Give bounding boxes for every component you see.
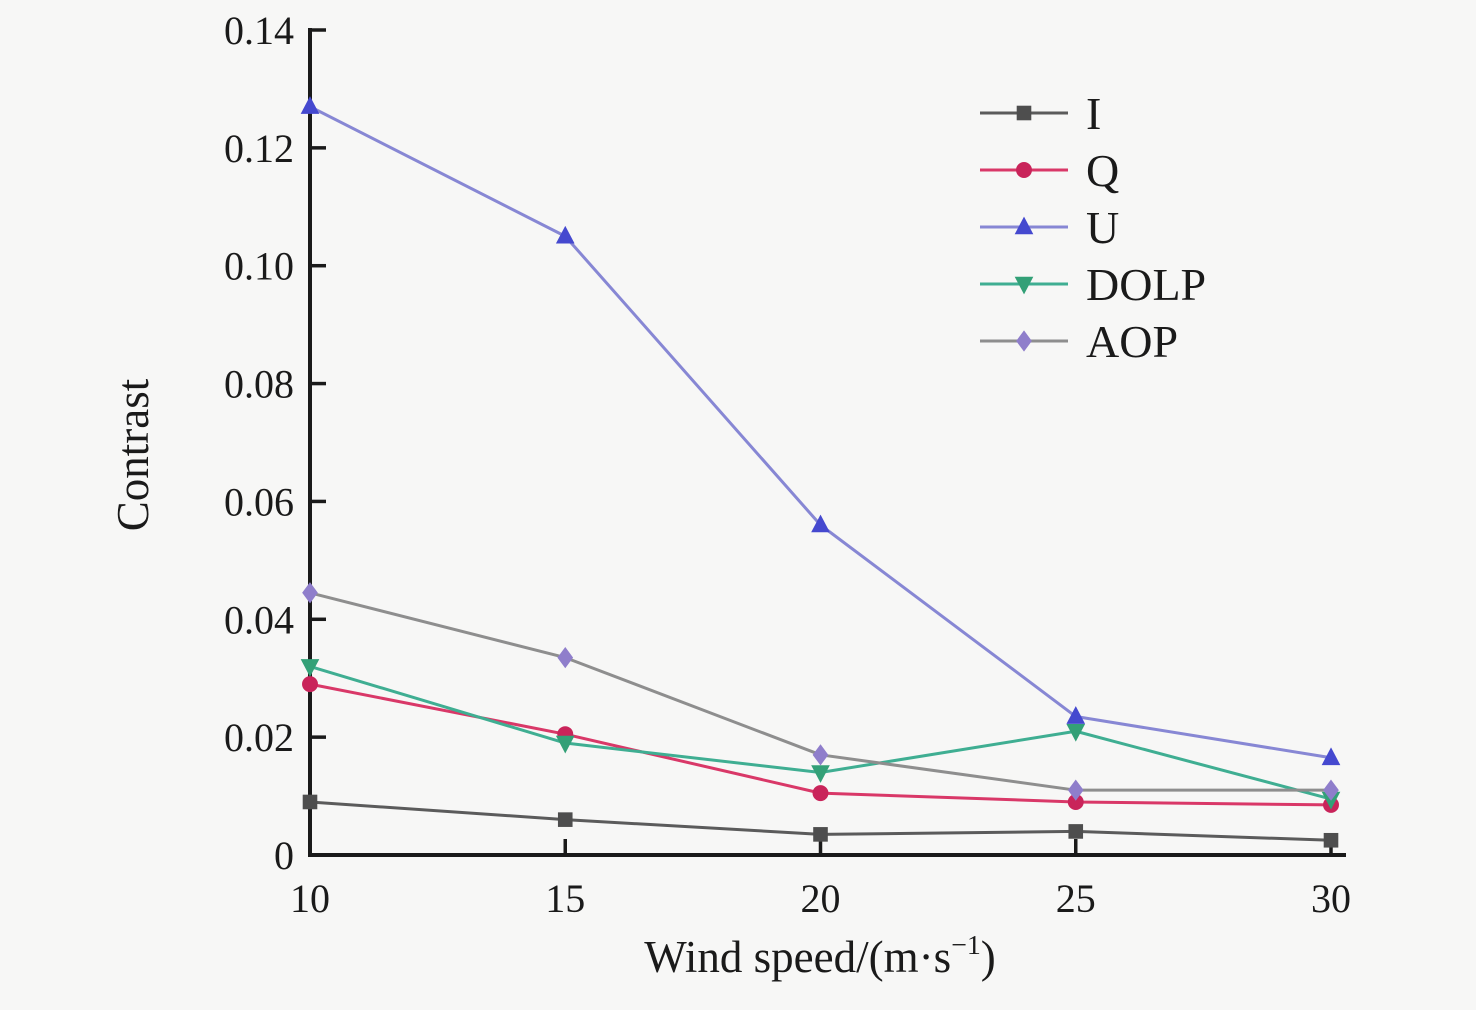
marker-triangle-up [1014, 216, 1034, 235]
marker-triangle-up [1321, 747, 1341, 766]
marker-triangle-up [1066, 706, 1086, 724]
marker-triangle-down [300, 659, 320, 677]
y-axis-title: Contrast [108, 378, 158, 531]
x-axis-title: Wind speed/(m·s−1) [644, 930, 996, 982]
legend-label-q: Q [1086, 145, 1119, 196]
marker-square [1323, 832, 1339, 848]
y-tick-label: 0.12 [224, 126, 294, 171]
y-tick-label: 0.06 [224, 479, 294, 524]
marker-square [1068, 824, 1084, 839]
marker-square [813, 827, 828, 842]
legend-label-i: I [1086, 88, 1101, 139]
marker-square [557, 812, 573, 827]
y-tick-label: 0.08 [224, 362, 294, 407]
y-tick-label: 0.14 [224, 8, 294, 53]
marker-circle [1016, 162, 1032, 178]
marker-diamond [1323, 779, 1339, 801]
marker-diamond [557, 646, 574, 669]
y-tick-label: 0 [274, 833, 294, 878]
marker-diamond [1016, 330, 1032, 352]
y-tick-label: 0.04 [224, 597, 294, 642]
marker-diamond [302, 582, 318, 604]
marker-circle [302, 676, 318, 693]
x-tick-label: 15 [545, 876, 585, 921]
marker-square [1016, 105, 1032, 121]
legend-label-dolp: DOLP [1086, 259, 1206, 310]
marker-triangle-down [811, 765, 830, 783]
marker-triangle-up [300, 96, 320, 114]
legend-label-u: U [1086, 202, 1119, 253]
marker-circle [812, 785, 829, 802]
marker-triangle-up [811, 514, 830, 533]
x-tick-label: 30 [1311, 876, 1351, 921]
legend-label-aop: AOP [1086, 316, 1178, 367]
series-line-u [308, 105, 1333, 760]
marker-triangle-down [1066, 723, 1086, 742]
marker-diamond [1067, 779, 1084, 801]
marker-triangle-down [1014, 276, 1034, 295]
marker-triangle-up [555, 225, 575, 244]
y-tick-label: 0.02 [224, 715, 294, 760]
marker-square [302, 794, 318, 810]
x-tick-label: 25 [1056, 876, 1096, 921]
x-tick-label: 10 [290, 876, 330, 921]
y-tick-label: 0.10 [224, 244, 294, 289]
x-tick-label: 20 [801, 876, 841, 921]
marker-triangle-down [555, 735, 575, 754]
marker-diamond [812, 744, 829, 766]
